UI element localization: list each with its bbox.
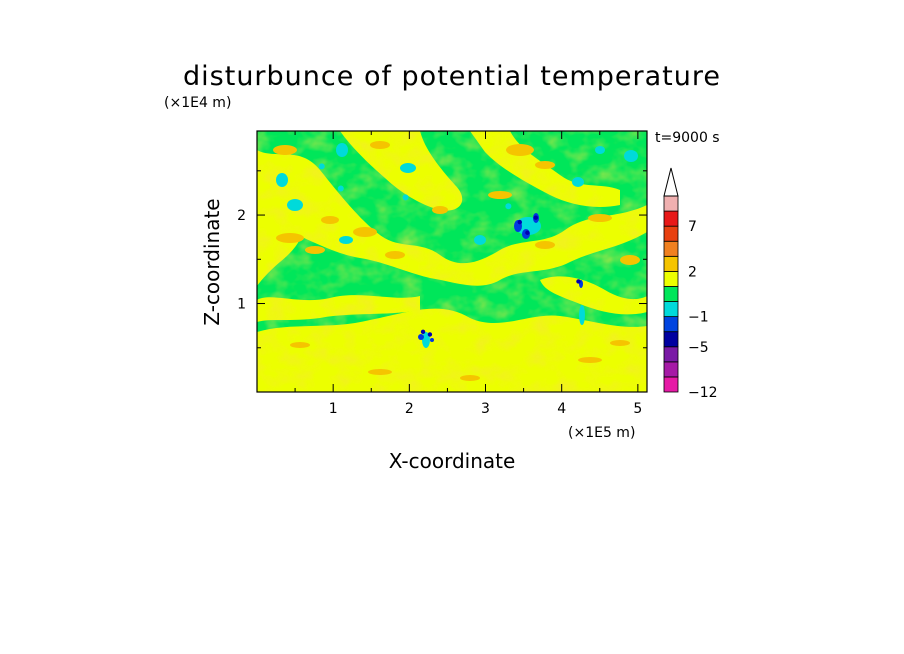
colorbar-segment (663, 361, 679, 378)
colorbar-label: −1 (688, 310, 709, 326)
colorbar-label: 7 (688, 219, 697, 235)
y-tick-labels: 12 (237, 208, 246, 312)
colorbar-segment (663, 376, 679, 393)
contour-field (257, 131, 647, 392)
field-feature-point (576, 279, 581, 284)
y-tick-label: 2 (237, 208, 246, 224)
x-tick-label: 4 (557, 401, 566, 417)
colorbar-segment (663, 316, 679, 333)
plot-frame (256, 130, 648, 393)
x-axis-label: X-coordinate (389, 449, 516, 473)
colorbar-segment (663, 346, 679, 363)
colorbar (663, 167, 679, 393)
y-axis-label: Z-coordinate (200, 198, 224, 325)
field-feature-point (420, 329, 426, 335)
colorbar-label: −12 (688, 385, 718, 401)
x-tick-label: 3 (481, 401, 490, 417)
y-tick-label: 1 (237, 297, 246, 313)
field-feature-point (517, 219, 522, 225)
colorbar-segment (663, 331, 679, 348)
colorbar-segment (663, 225, 679, 242)
colorbar-segment (663, 270, 679, 287)
field-feature-point (337, 185, 344, 192)
chart-title: disturbunce of potential temperature (183, 61, 721, 92)
x-tick-label: 2 (405, 401, 414, 417)
y-scale-label: (×1E4 m) (164, 95, 231, 111)
x-tick-label: 1 (329, 401, 338, 417)
x-scale-label: (×1E5 m) (568, 425, 635, 441)
colorbar-label: 2 (688, 264, 697, 280)
field-feature-point (505, 203, 512, 210)
colorbar-segment (663, 210, 679, 227)
x-tick-labels: 1 2 3 4 5 (329, 401, 643, 417)
colorbar-segment (663, 255, 679, 272)
field-feature-point (525, 230, 530, 235)
axis-ticks (257, 131, 647, 392)
field-texture (257, 131, 647, 392)
colorbar-segment (663, 240, 679, 257)
colorbar-segment (663, 286, 679, 302)
blue-cores (418, 213, 583, 342)
colorbar-extend-arrow (663, 167, 679, 197)
colorbar-labels: 7 2 −1 −5 −12 (688, 219, 718, 401)
colorbar-segment (663, 195, 679, 212)
field-feature-point (427, 332, 433, 337)
colorbar-label: −5 (688, 340, 709, 356)
time-label: t=9000 s (655, 130, 720, 146)
field-feature-point (402, 194, 409, 201)
field-feature-point (318, 163, 325, 170)
orange-patches (273, 141, 640, 381)
x-tick-label: 5 (633, 401, 642, 417)
field-feature-point (533, 215, 538, 220)
colorbar-segment (663, 301, 679, 318)
